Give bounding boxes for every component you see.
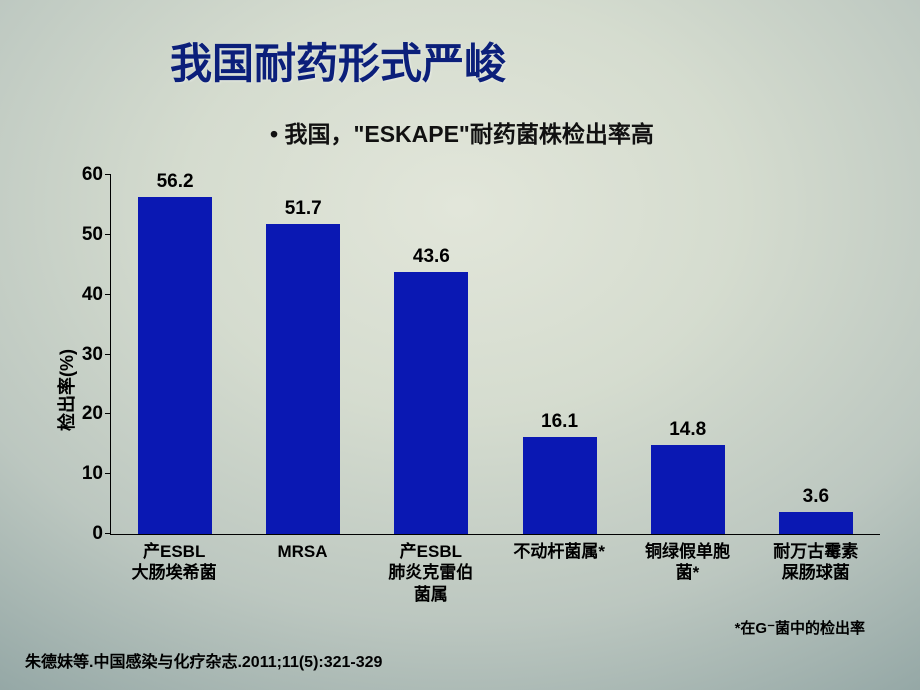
bar-wrap: 14.8: [633, 419, 743, 534]
bar-wrap: 16.1: [505, 411, 615, 534]
y-tick-mark: [105, 174, 111, 175]
bar-value: 16.1: [541, 411, 578, 433]
bar-wrap: 43.6: [376, 246, 486, 534]
y-axis-label: 检出率(%): [53, 349, 79, 431]
bar: [394, 272, 468, 534]
y-tick-mark: [105, 234, 111, 235]
x-label: 铜绿假单胞 菌*: [632, 541, 742, 605]
bar: [138, 197, 212, 534]
y-tick: 40: [82, 284, 103, 306]
y-tick-mark: [105, 294, 111, 295]
y-tick: 50: [82, 224, 103, 246]
slide-title: 我国耐药形式严峻: [170, 30, 506, 91]
bars-container: 56.251.743.616.114.83.6: [111, 175, 880, 534]
x-label: 不动杆菌属*: [504, 541, 614, 605]
y-tick-mark: [105, 473, 111, 474]
slide-subtitle: • 我国，"ESKAPE"耐药菌株检出率高: [270, 115, 654, 149]
plot-area: 56.251.743.616.114.83.6 0102030405060: [110, 175, 880, 535]
x-labels-container: 产ESBL 大肠埃希菌 MRSA 产ESBL 肺炎克雷伯 菌属不动杆菌属* 铜绿假单胞…: [110, 541, 880, 605]
bar: [266, 224, 340, 534]
y-tick: 60: [82, 164, 103, 186]
bar-value: 56.2: [157, 171, 194, 193]
footnote: *在G⁻菌中的检出率: [735, 617, 865, 638]
bar-wrap: 3.6: [761, 486, 871, 534]
x-label: MRSA: [247, 541, 357, 605]
x-label: 产ESBL 大肠埃希菌: [119, 541, 229, 605]
bar: [779, 512, 853, 534]
bar-wrap: 56.2: [120, 171, 230, 534]
y-tick: 30: [82, 344, 103, 366]
citation: 朱德妹等.中国感染与化疗杂志.2011;11(5):321-329: [25, 648, 382, 672]
bar-chart: 检出率(%) 56.251.743.616.114.83.6 010203040…: [80, 175, 890, 605]
x-label: 产ESBL 肺炎克雷伯 菌属: [376, 541, 486, 605]
bar-value: 51.7: [285, 198, 322, 220]
bar: [651, 445, 725, 534]
y-tick-mark: [105, 533, 111, 534]
bar-value: 43.6: [413, 246, 450, 268]
y-tick: 0: [92, 523, 103, 545]
bar: [523, 437, 597, 534]
y-tick-mark: [105, 413, 111, 414]
bar-value: 3.6: [803, 486, 829, 508]
y-tick: 20: [82, 403, 103, 425]
slide: 我国耐药形式严峻 • 我国，"ESKAPE"耐药菌株检出率高 检出率(%) 56…: [0, 0, 920, 690]
bar-wrap: 51.7: [248, 198, 358, 534]
y-tick: 10: [82, 463, 103, 485]
bar-value: 14.8: [669, 419, 706, 441]
x-label: 耐万古霉素 屎肠球菌: [761, 541, 871, 605]
y-tick-mark: [105, 354, 111, 355]
